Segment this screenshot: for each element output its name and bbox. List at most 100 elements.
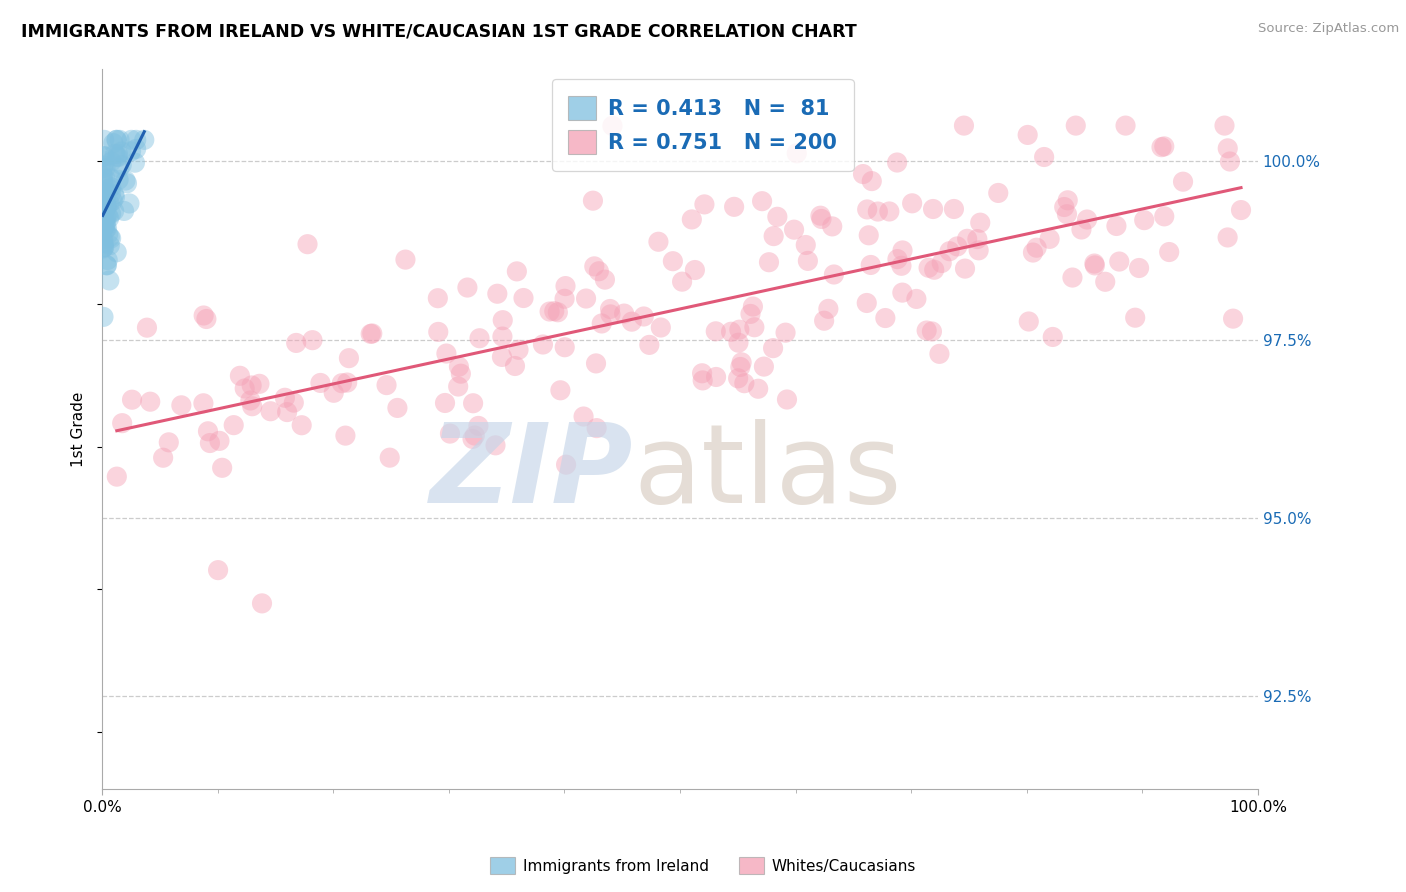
Point xyxy=(1076,212,1098,227)
Point xyxy=(439,426,461,441)
Point xyxy=(817,301,839,316)
Point xyxy=(751,194,773,209)
Point xyxy=(856,202,879,217)
Point xyxy=(91,174,114,188)
Point xyxy=(297,237,319,252)
Point xyxy=(361,326,384,341)
Point xyxy=(91,238,114,252)
Point xyxy=(762,341,785,355)
Point xyxy=(506,264,529,278)
Point xyxy=(198,436,221,450)
Point xyxy=(681,212,703,227)
Point xyxy=(103,136,125,150)
Point xyxy=(103,204,125,219)
Point xyxy=(503,359,526,373)
Point xyxy=(93,204,115,219)
Point xyxy=(692,373,714,387)
Point xyxy=(301,333,323,347)
Point xyxy=(879,204,901,219)
Point xyxy=(953,119,976,133)
Point xyxy=(125,133,148,147)
Point xyxy=(94,217,117,231)
Point xyxy=(591,317,613,331)
Point xyxy=(387,401,409,415)
Point xyxy=(555,458,578,472)
Point xyxy=(859,258,882,272)
Point xyxy=(582,194,605,208)
Point xyxy=(969,216,991,230)
Point xyxy=(105,245,128,260)
Point xyxy=(727,335,749,350)
Point xyxy=(97,227,120,242)
Point xyxy=(852,167,875,181)
Point xyxy=(207,563,229,577)
Point xyxy=(1123,310,1146,325)
Point xyxy=(1153,139,1175,153)
Point xyxy=(93,212,115,227)
Point xyxy=(105,469,128,483)
Point xyxy=(727,371,749,385)
Point xyxy=(1094,275,1116,289)
Point xyxy=(775,326,797,340)
Point xyxy=(100,207,122,221)
Point xyxy=(547,305,569,319)
Point xyxy=(1042,330,1064,344)
Point xyxy=(599,301,621,316)
Point xyxy=(104,190,127,204)
Point xyxy=(98,211,121,225)
Point xyxy=(728,323,751,337)
Point xyxy=(762,229,785,244)
Point xyxy=(110,145,132,159)
Point xyxy=(467,418,489,433)
Point xyxy=(93,310,115,324)
Point xyxy=(512,291,534,305)
Point xyxy=(1219,154,1241,169)
Point xyxy=(93,220,115,235)
Point xyxy=(554,292,576,306)
Point xyxy=(593,272,616,286)
Point xyxy=(921,325,943,339)
Point xyxy=(860,174,883,188)
Point xyxy=(93,240,115,254)
Point xyxy=(1105,219,1128,233)
Point xyxy=(1222,311,1244,326)
Point xyxy=(98,230,121,244)
Point xyxy=(93,203,115,218)
Point xyxy=(96,258,118,272)
Point xyxy=(602,119,624,133)
Point xyxy=(100,186,122,201)
Point xyxy=(613,307,636,321)
Point xyxy=(531,337,554,351)
Point xyxy=(93,190,115,204)
Point xyxy=(134,133,156,147)
Point xyxy=(193,396,215,410)
Point xyxy=(97,252,120,267)
Point xyxy=(704,370,727,384)
Point xyxy=(274,391,297,405)
Point xyxy=(93,235,115,250)
Point xyxy=(93,159,115,173)
Point xyxy=(97,181,120,195)
Point xyxy=(111,158,134,172)
Text: ZIP: ZIP xyxy=(430,418,634,525)
Point xyxy=(572,409,595,424)
Point xyxy=(94,193,117,207)
Point xyxy=(108,161,131,175)
Point xyxy=(956,232,979,246)
Point xyxy=(1133,213,1156,227)
Point xyxy=(987,186,1010,200)
Point xyxy=(810,211,832,226)
Point xyxy=(620,315,643,329)
Point xyxy=(740,307,762,321)
Point xyxy=(543,304,565,318)
Point xyxy=(93,240,115,254)
Point xyxy=(121,392,143,407)
Point xyxy=(229,368,252,383)
Point xyxy=(967,244,990,258)
Point xyxy=(93,149,115,163)
Point xyxy=(94,211,117,225)
Point xyxy=(1171,175,1194,189)
Point xyxy=(901,196,924,211)
Point xyxy=(360,326,382,341)
Point xyxy=(108,133,131,147)
